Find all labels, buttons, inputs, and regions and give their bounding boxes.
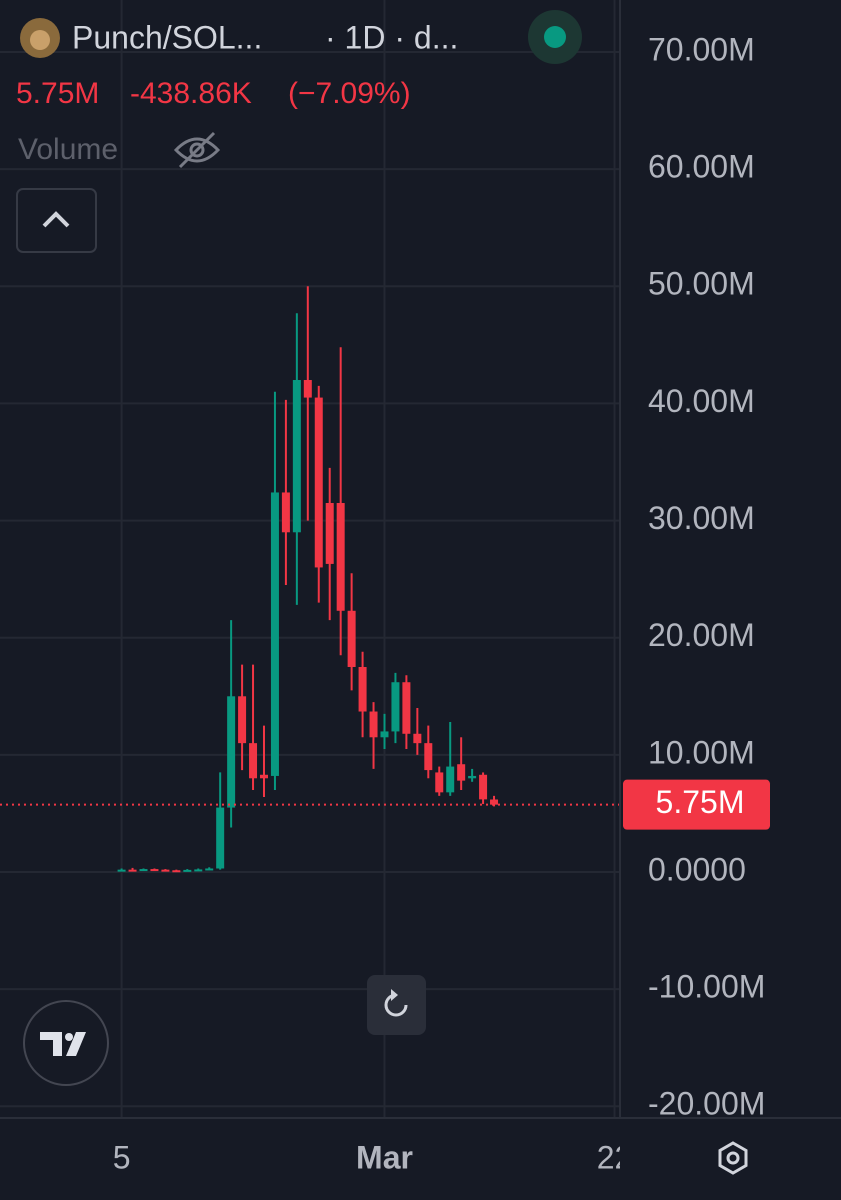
candle-body [292, 380, 301, 533]
collapse-button[interactable] [16, 188, 97, 253]
reset-icon [391, 989, 398, 1001]
candle-body [194, 869, 203, 872]
candle-body [139, 869, 148, 872]
x-tick-label: Mar [356, 1139, 413, 1175]
candle-body [281, 492, 290, 533]
y-tick-label: 70.00M [648, 31, 755, 67]
candle-body [380, 731, 389, 738]
y-tick-label: 40.00M [648, 383, 755, 419]
y-tick-label: -20.00M [648, 1086, 765, 1122]
logo-mark [65, 1033, 73, 1041]
y-tick-label: -10.00M [648, 969, 765, 1005]
candle-body [238, 696, 247, 744]
status-dot [544, 26, 566, 48]
candle-body [270, 492, 279, 776]
candle-body [150, 869, 159, 872]
settings-icon [726, 1151, 740, 1165]
symbol[interactable]: Punch/SOL... [72, 19, 262, 55]
candle-body [172, 870, 181, 873]
candle-body [457, 764, 466, 781]
avatar [30, 30, 50, 50]
candle-body [325, 503, 334, 564]
candle-body [347, 610, 356, 668]
axes: 70.00M 60.00M 50.00M 40.00M 30.00M 20.00M 10.0… [113, 31, 770, 1175]
indicator-name[interactable]: Volume [18, 133, 118, 166]
y-tick-label: 20.00M [648, 617, 755, 653]
y-tick-label: 60.00M [648, 149, 755, 185]
candle-body [391, 682, 400, 732]
x-tick-label: 5 [113, 1139, 131, 1175]
reset-button[interactable] [367, 975, 426, 1035]
y-tick-label: 50.00M [648, 266, 755, 302]
change: -438.86K [130, 77, 252, 110]
change-percent: (−7.09%) [288, 77, 411, 110]
logo-mark [40, 1032, 86, 1056]
candle-body [205, 868, 214, 871]
reset-icon [384, 993, 408, 1017]
candle-body [336, 503, 345, 611]
candle-body [413, 733, 422, 744]
candle-body [259, 774, 268, 779]
settings-button[interactable] [718, 1141, 748, 1175]
x-tick-label: 22 [597, 1139, 633, 1175]
candle-body [468, 775, 477, 779]
candles [0, 286, 620, 873]
candle-body [128, 869, 137, 872]
y-tick-label: 30.00M [648, 500, 755, 536]
grid [0, 0, 620, 1118]
hide-icon[interactable] [173, 131, 221, 169]
candle-body [183, 869, 192, 872]
candle-body [216, 807, 225, 869]
x-axis: 5 Mar 22 [113, 1139, 633, 1175]
candle-body [446, 766, 455, 793]
price: 5.75M [16, 77, 99, 110]
price-tag [623, 779, 770, 830]
chevron-icon [42, 211, 70, 228]
candle-body [117, 869, 126, 872]
candle-body [490, 799, 499, 805]
candle-body [402, 682, 411, 734]
candle-body [161, 869, 170, 872]
price-tag-label: 5.75M [656, 784, 745, 820]
candle-body [358, 667, 367, 712]
interval[interactable]: · 1D · d... [325, 19, 458, 55]
candle-body [435, 772, 444, 793]
candle-body [227, 696, 236, 808]
candle-body [249, 743, 258, 779]
candle-body [314, 397, 323, 568]
y-tick-label: 0.0000 [648, 851, 746, 887]
logo[interactable] [23, 1000, 109, 1086]
candle-body [369, 711, 378, 738]
candle-body [479, 774, 488, 800]
candle-body [303, 380, 312, 398]
y-tick-label: 10.00M [648, 734, 755, 770]
candle-body [424, 743, 433, 771]
